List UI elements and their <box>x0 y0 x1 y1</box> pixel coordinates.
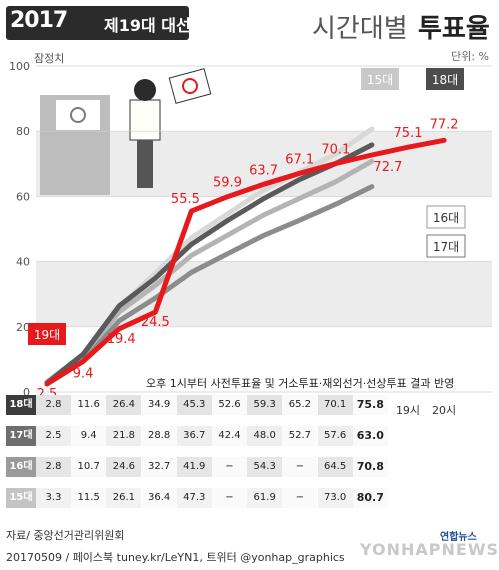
credit-text: 20170509 / 페이스북 tuney.kr/LeYN1, 트위터 @yon… <box>6 551 345 564</box>
table-cell: 52.7 <box>282 426 318 446</box>
table-cell: 2.8 <box>36 457 71 477</box>
table-cell: 11.6 <box>71 395 107 415</box>
series-tag: 17대 <box>433 240 459 254</box>
table-cell: 2.5 <box>36 426 71 446</box>
table-cell: 9.4 <box>71 426 107 446</box>
series-tag-bg <box>28 323 66 345</box>
data-label: 9.4 <box>73 366 94 381</box>
table-cell: 57.6 <box>317 426 353 446</box>
table-cell: 75.8 <box>352 395 388 415</box>
table-row-label: 18대 <box>6 395 36 415</box>
table-cell: 3.3 <box>36 488 71 508</box>
series-tag-bg <box>361 68 399 90</box>
y-tick-label: 80 <box>16 125 30 138</box>
data-label: 19.4 <box>107 332 136 347</box>
series-tag-bg <box>426 234 466 258</box>
y-tick-label: 20 <box>16 321 30 334</box>
table-cell: 42.4 <box>212 426 247 446</box>
chart-labels: 2.59.419.424.555.559.963.767.170.172.775… <box>28 68 466 402</box>
data-label: 67.1 <box>285 152 314 167</box>
table-cell: 2.8 <box>36 395 71 415</box>
table-cell: 54.3 <box>247 457 283 477</box>
page-title-prefix: 시간대별 <box>312 14 408 44</box>
data-label: 77.2 <box>430 117 459 132</box>
table-row-label: 16대 <box>6 457 36 477</box>
unit-label: 단위: % <box>451 50 489 63</box>
watermark: YONHAPNEWS <box>360 540 499 559</box>
series-tag: 16대 <box>433 211 459 225</box>
data-label: 72.7 <box>373 160 402 175</box>
table-cell: 26.1 <box>106 488 142 508</box>
voter-illustration <box>40 68 212 195</box>
series-line-17대 <box>44 184 375 387</box>
series-tag: 18대 <box>432 73 458 87</box>
table-cell: 41.9 <box>176 457 212 477</box>
chart-series <box>44 126 447 387</box>
y-tick-label: 40 <box>16 256 30 269</box>
table-row-label: 17대 <box>6 426 36 446</box>
data-label: 75.1 <box>394 126 423 141</box>
turnout-line-chart: 0204060801007시9시11시12시13시14시15시16시17시18시… <box>9 60 492 417</box>
data-label: 24.5 <box>141 315 170 330</box>
agency-logo: 연합뉴스 <box>440 532 477 543</box>
chart-note: 오후 1시부터 사전투표율 및 거소투표·재외선거·선상투표 결과 반영 <box>146 377 455 390</box>
table-cell: 10.7 <box>71 457 107 477</box>
table-cell: 28.8 <box>141 426 177 446</box>
source-text: 자료/ 중앙선거관리위원회 <box>6 529 125 542</box>
data-label: 55.5 <box>171 192 200 207</box>
x-tick-label: 19시 <box>396 404 420 417</box>
table-cell: − <box>282 488 318 508</box>
series-tag-bg <box>426 68 464 90</box>
table-cell: 11.5 <box>71 488 107 508</box>
table-cell: 64.5 <box>317 457 353 477</box>
series-line-19대 <box>44 137 447 387</box>
preliminary-label: 잠정치 <box>34 52 65 65</box>
table-cell: − <box>212 457 247 477</box>
series-tag: 15대 <box>367 73 393 87</box>
data-label: 59.9 <box>213 176 242 191</box>
page-title: 투표율 <box>418 14 490 44</box>
table-cell: − <box>282 457 318 477</box>
table-cell: − <box>212 488 247 508</box>
table-cell: 26.4 <box>106 395 142 415</box>
series-tag: 19대 <box>34 328 60 342</box>
table-cell: 48.0 <box>247 426 283 446</box>
table-cell: 34.9 <box>141 395 177 415</box>
table-row: 15대 3.3 11.5 26.1 36.4 47.3−61.9−73.0 80.7 <box>6 488 491 508</box>
data-label: 63.7 <box>249 163 278 178</box>
y-tick-label: 100 <box>9 60 30 73</box>
table-cell: 59.3 <box>247 395 283 415</box>
y-tick-label: 60 <box>16 190 30 203</box>
table-cell: 36.4 <box>141 488 177 508</box>
table-cell: 70.8 <box>352 457 388 477</box>
chart-band <box>36 261 492 327</box>
table-cell: 47.3 <box>176 488 212 508</box>
series-tag-bg <box>426 205 466 229</box>
table-cell: 80.7 <box>352 488 388 508</box>
table-cell: 24.6 <box>106 457 142 477</box>
brand-badge <box>6 6 189 40</box>
table-cell: 63.0 <box>352 426 388 446</box>
table-cell: 73.0 <box>317 488 353 508</box>
data-label: 70.1 <box>321 142 350 157</box>
table-cell: 65.2 <box>282 395 318 415</box>
x-tick-label: 20시 <box>432 404 456 417</box>
y-tick-label: 0 <box>23 386 30 399</box>
series-line-18대 <box>44 142 375 386</box>
table-row: 18대 2.8 11.6 26.4 34.9 45.3 52.6 59.3 65.2 70.1 75… <box>6 395 491 415</box>
table-cell: 36.7 <box>176 426 212 446</box>
brand-subtitle: 제19대 대선 <box>104 16 191 35</box>
table-cell: 52.6 <box>212 395 247 415</box>
table-row: 16대 2.8 10.7 24.6 32.7 41.9−54.3−64.5 70.8 <box>6 457 491 477</box>
table-cell: 21.8 <box>106 426 142 446</box>
brand-year: 2017 <box>10 8 68 33</box>
table-cell: 61.9 <box>247 488 283 508</box>
table-row: 17대 2.5 9.4 21.8 28.8 36.7 42.4 48.0 52.7 57.6 63.… <box>6 426 491 446</box>
table-cell: 32.7 <box>141 457 177 477</box>
table-row-label: 15대 <box>6 488 36 508</box>
table-cell: 70.1 <box>317 395 353 415</box>
table-cell: 45.3 <box>176 395 212 415</box>
